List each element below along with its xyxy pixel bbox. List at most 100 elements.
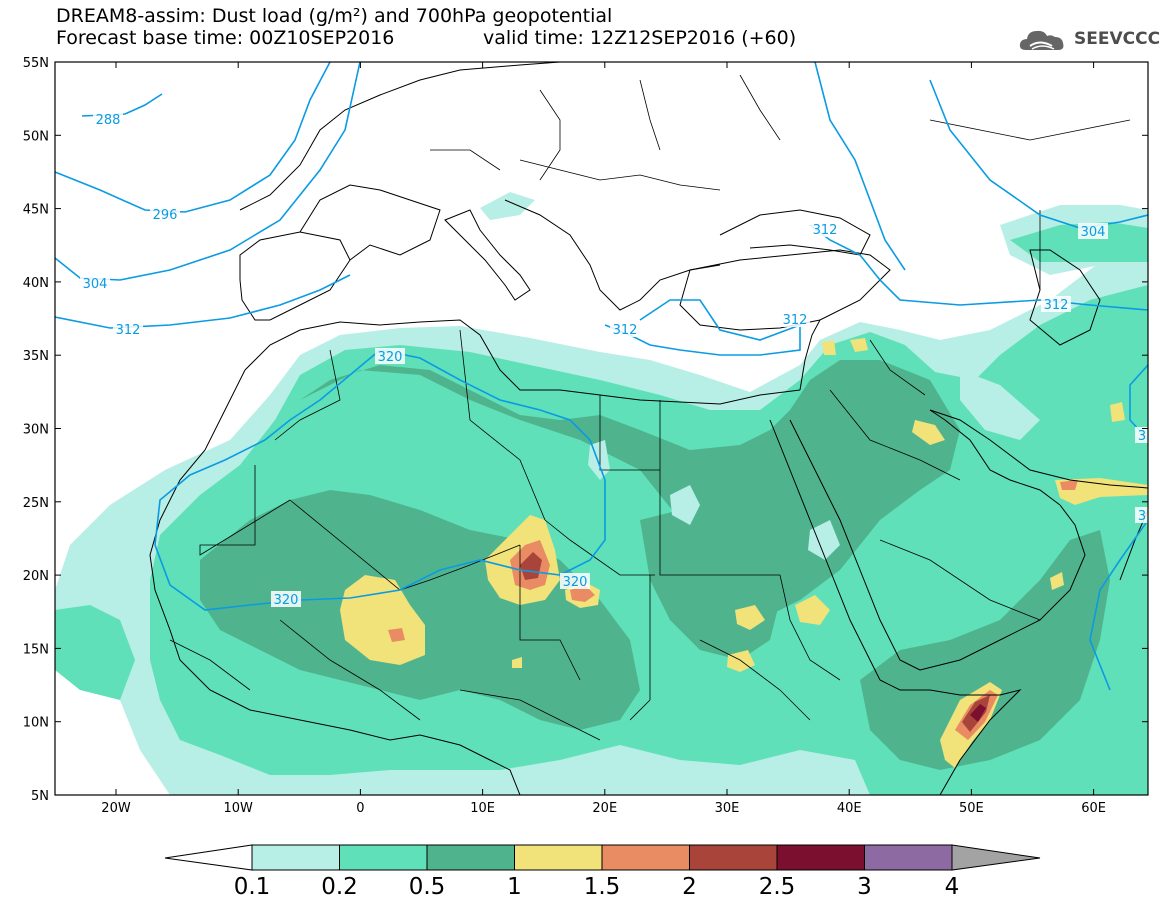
coast-arabia-west xyxy=(789,419,921,671)
dust-fill-yellow xyxy=(735,605,765,630)
lon-label: 30E xyxy=(715,801,740,816)
cloud-logo-icon xyxy=(1019,30,1064,50)
colorbar-arrow-low xyxy=(164,844,253,871)
isoline-304-east xyxy=(929,79,1148,229)
coast-italy xyxy=(444,209,531,301)
coast-horn xyxy=(879,679,1022,795)
border xyxy=(869,339,926,396)
coast-europe xyxy=(239,62,561,211)
lat-label: 45N xyxy=(23,203,49,218)
colorbar-segment xyxy=(251,844,340,871)
lat-label: 20N xyxy=(23,569,49,584)
longitude-axis: 20W 10W 0 10E 20E 30E 40E 50E 60E xyxy=(101,62,1106,816)
isoline-label: 312 xyxy=(783,313,808,328)
latitude-axis: 55N 50N 45N 40N 35N 30N 25N 20N 15N 10N 5N xyxy=(23,56,1148,804)
dust-fill-medium xyxy=(1010,222,1148,262)
coast-arabia-south xyxy=(919,504,1086,671)
coast-turkey xyxy=(679,249,891,331)
lon-label: 20E xyxy=(592,801,617,816)
border xyxy=(599,395,660,471)
dust-fill-medium xyxy=(55,605,135,700)
forecast-time-line: Forecast base time: 00Z10SEP2016 valid ti… xyxy=(56,27,796,49)
dust-fill-dark xyxy=(860,530,1110,770)
border xyxy=(459,689,601,741)
colorbar-label: 2.5 xyxy=(759,874,796,900)
dust-fill-light xyxy=(960,370,1040,440)
border xyxy=(519,545,581,681)
base-time: Forecast base time: 00Z10SEP2016 xyxy=(56,27,395,49)
lon-label: 60E xyxy=(1081,801,1106,816)
colorbar-segment xyxy=(864,844,953,871)
dust-fill-orange xyxy=(388,628,405,642)
border xyxy=(699,639,811,721)
border xyxy=(639,79,661,151)
lon-label: 40E xyxy=(837,801,862,816)
isoline-label-bg xyxy=(1135,507,1148,523)
lat-label: 10N xyxy=(23,716,49,731)
isoline-east-edge xyxy=(1089,519,1148,691)
isoline-label-bg xyxy=(150,206,180,222)
colorbar-label: 3 xyxy=(857,874,872,900)
border xyxy=(519,159,721,191)
dust-fill-dark xyxy=(300,360,960,620)
border xyxy=(659,400,780,576)
lon-label: 50E xyxy=(959,801,984,816)
dust-fill-light xyxy=(670,485,700,525)
coast-balkans xyxy=(504,199,721,311)
coast-black-sea xyxy=(719,209,871,256)
dust-fill-yellow xyxy=(340,575,425,665)
border xyxy=(739,74,781,141)
lon-label: 10W xyxy=(223,801,253,816)
isoline-312-top xyxy=(814,62,906,271)
colorbar-labels: 0.1 0.2 0.5 1 1.5 2 2.5 3 4 xyxy=(234,874,960,900)
isoline-label: 3 xyxy=(1138,509,1146,524)
dust-fill-yellow xyxy=(1110,402,1125,422)
isoline-label: 296 xyxy=(153,208,178,223)
seevccc-logo: SEEVCCC xyxy=(1018,26,1161,54)
isoline-label-bg xyxy=(271,591,301,607)
isoline-312-east xyxy=(809,224,1148,311)
dust-fill-light xyxy=(808,520,840,560)
border xyxy=(829,389,961,481)
border xyxy=(274,349,341,441)
colorbar-segment xyxy=(426,844,515,871)
isoline-label-bg xyxy=(375,348,405,364)
colorbar-segment xyxy=(601,844,690,871)
border xyxy=(544,519,655,576)
isoline-label-bg xyxy=(560,573,590,589)
isoline-label: 312 xyxy=(813,223,838,238)
dust-fill-light xyxy=(480,192,535,220)
isoline-label: 312 xyxy=(1044,298,1069,313)
isoline-label: 312 xyxy=(613,323,638,338)
dust-fill-yellow xyxy=(1055,478,1148,505)
isoline-label-bg xyxy=(610,321,640,337)
coast-iran xyxy=(929,409,1148,489)
lat-label: 5N xyxy=(31,789,49,804)
colorbar-label: 4 xyxy=(945,874,960,900)
isoline-label: 304 xyxy=(83,277,108,292)
lon-label: 20W xyxy=(101,801,131,816)
isoline-label-bg xyxy=(1041,296,1071,312)
coast-levant xyxy=(799,319,821,391)
border xyxy=(629,575,651,721)
isoline-label: 304 xyxy=(1081,225,1106,240)
coast-iberia xyxy=(239,231,351,321)
isoline-label: 320 xyxy=(563,575,588,590)
logo-text: SEEVCCC xyxy=(1074,29,1161,49)
border xyxy=(779,574,841,681)
border xyxy=(289,499,521,591)
lat-label: 25N xyxy=(23,496,49,511)
isoline-label-bg xyxy=(1078,223,1108,239)
isoline-label-bg xyxy=(93,111,123,127)
dust-fill-maroon xyxy=(970,704,986,722)
coast-west-africa xyxy=(149,369,421,741)
colorbar-arrow-high xyxy=(951,844,1041,871)
coast-france xyxy=(299,184,441,261)
isoline-312-med xyxy=(604,299,801,356)
lon-label: 0 xyxy=(356,801,364,816)
border xyxy=(929,119,1131,141)
dust-fill-yellow xyxy=(822,340,836,355)
valid-time: valid time: 12Z12SEP2016 (+60) xyxy=(483,27,797,49)
isoline-label: 312 xyxy=(116,323,141,338)
